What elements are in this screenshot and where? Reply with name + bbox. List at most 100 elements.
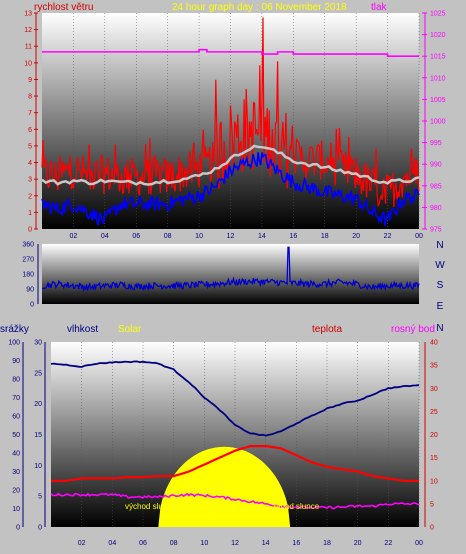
- panel1-x-tick-label: 06: [132, 233, 140, 240]
- rain-tick-label: 100: [8, 340, 20, 347]
- panel1-left-tick-label: 12: [24, 27, 32, 34]
- panel1-left-tick-label: 2: [28, 193, 32, 200]
- panel2-tick-label: 180: [22, 272, 34, 279]
- panel3-x-tick-label: 04: [108, 540, 116, 547]
- panel1-x-tick-label: 14: [258, 233, 266, 240]
- solar-label: Solar: [118, 324, 142, 335]
- rain-label: srážky: [0, 324, 29, 335]
- sunrise-label: východ slunce: [125, 502, 176, 511]
- panel1-series: [41, 17, 420, 226]
- panel1-left-tick-label: 10: [24, 60, 32, 67]
- panel1-grid: [73, 13, 420, 229]
- panel3-x-tick-label: 12: [231, 540, 239, 547]
- solar-area: [158, 446, 291, 527]
- panel1-left-tick-label: 11: [25, 44, 32, 51]
- panel2-tick-label: 360: [22, 242, 34, 249]
- temperature-tick-label: 30: [430, 386, 438, 393]
- panel1-axes: 0123456789101112139759809859909951000100…: [24, 11, 445, 241]
- temperature-tick-label: 35: [430, 363, 438, 370]
- rain-tick-label: 10: [12, 506, 20, 513]
- compass-label: N: [436, 240, 443, 251]
- panel1-x-tick-label: 00: [415, 233, 423, 240]
- compass-label: N: [436, 323, 443, 334]
- temperature-tick-label: 10: [430, 478, 438, 485]
- pressure-series: [42, 48, 419, 57]
- panel1-right-tick-label: 1020: [430, 32, 446, 39]
- dewpoint-label: rosný bod: [391, 324, 435, 335]
- sunset-label: západ slunce: [272, 502, 320, 511]
- panel3-axes: 0102030405060708090100051015202530051015…: [8, 340, 438, 548]
- panel1-right-tick-label: 1000: [430, 119, 446, 126]
- panel3-grid: [81, 342, 420, 527]
- humidity-tick-label: 20: [34, 401, 42, 408]
- humidity-tick-label: 0: [38, 525, 42, 532]
- panel1-left-tick-label: 3: [28, 177, 32, 184]
- humidity-tick-label: 25: [34, 370, 42, 377]
- panel2-tick-label: 270: [22, 257, 34, 264]
- panel1-left-tick-label: 6: [28, 127, 32, 134]
- panel3-x-tick-label: 18: [323, 540, 331, 547]
- panel3-x-tick-label: 08: [170, 540, 178, 547]
- compass-label: W: [435, 260, 445, 271]
- panel1-x-tick-label: 20: [352, 233, 360, 240]
- panel1-x-tick-label: 04: [101, 233, 109, 240]
- panel1-left-tick-label: 4: [28, 160, 32, 167]
- panel2-tick-label: 0: [30, 302, 34, 309]
- panel1-right-tick-label: 1005: [430, 97, 446, 104]
- temperature-tick-label: 15: [430, 455, 438, 462]
- temperature-series: [51, 445, 419, 482]
- wind-average-series: [41, 144, 420, 186]
- rain-tick-label: 70: [12, 395, 20, 402]
- panel2-plot-area: [42, 244, 419, 304]
- rain-tick-label: 20: [12, 488, 20, 495]
- panel1-x-tick-label: 08: [164, 233, 172, 240]
- panel1-right-tick-label: 1010: [430, 75, 446, 82]
- humidity-series: [50, 360, 420, 437]
- panel2-tick-label: 90: [26, 287, 34, 294]
- temperature-label: teplota: [312, 324, 342, 335]
- rain-tick-label: 40: [12, 451, 20, 458]
- panel1-right-tick-label: 1015: [430, 54, 446, 61]
- rain-tick-label: 30: [12, 469, 20, 476]
- panel1-right-tick-label: 985: [430, 183, 442, 190]
- panel3-x-tick-label: 02: [78, 540, 86, 547]
- rain-tick-label: 90: [12, 358, 20, 365]
- compass-label: E: [437, 301, 444, 312]
- compass-label: S: [437, 280, 444, 291]
- panel1-left-tick-label: 1: [28, 210, 32, 217]
- panel1-right-tick-label: 975: [430, 227, 442, 234]
- panel1-right-tick-label: 1025: [430, 11, 446, 18]
- panel1-x-tick-label: 12: [227, 233, 235, 240]
- wind-speed-series: [41, 17, 420, 208]
- panel1-right-tick-label: 980: [430, 205, 442, 212]
- rain-tick-label: 50: [12, 432, 20, 439]
- pressure-label: tlak: [371, 2, 388, 13]
- panel1-left-tick-label: 7: [28, 110, 32, 117]
- panel1-left-tick-label: 5: [28, 143, 32, 150]
- panel1-x-tick-label: 18: [321, 233, 329, 240]
- panel1-x-tick-label: 22: [384, 233, 392, 240]
- rain-tick-label: 60: [12, 414, 20, 421]
- panel1-x-tick-label: 10: [195, 233, 203, 240]
- panel3-x-tick-label: 22: [384, 540, 392, 547]
- wind-direction-series: [41, 246, 420, 293]
- temperature-tick-label: 40: [430, 340, 438, 347]
- humidity-label: vlhkost: [67, 324, 98, 335]
- humidity-tick-label: 30: [34, 340, 42, 347]
- temperature-tick-label: 25: [430, 409, 438, 416]
- dewpoint-series: [50, 492, 420, 510]
- panel1-left-tick-label: 8: [28, 94, 32, 101]
- panel3-series: [50, 360, 420, 527]
- temperature-tick-label: 0: [430, 525, 434, 532]
- temperature-tick-label: 20: [430, 432, 438, 439]
- panel2-series: [41, 246, 420, 293]
- panel3-x-tick-label: 20: [354, 540, 362, 547]
- panel1-left-tick-label: 9: [28, 77, 32, 84]
- panel3-x-tick-label: 16: [292, 540, 300, 547]
- temperature-tick-label: 5: [430, 501, 434, 508]
- rain-tick-label: 0: [16, 525, 20, 532]
- panel3-x-tick-label: 14: [262, 540, 270, 547]
